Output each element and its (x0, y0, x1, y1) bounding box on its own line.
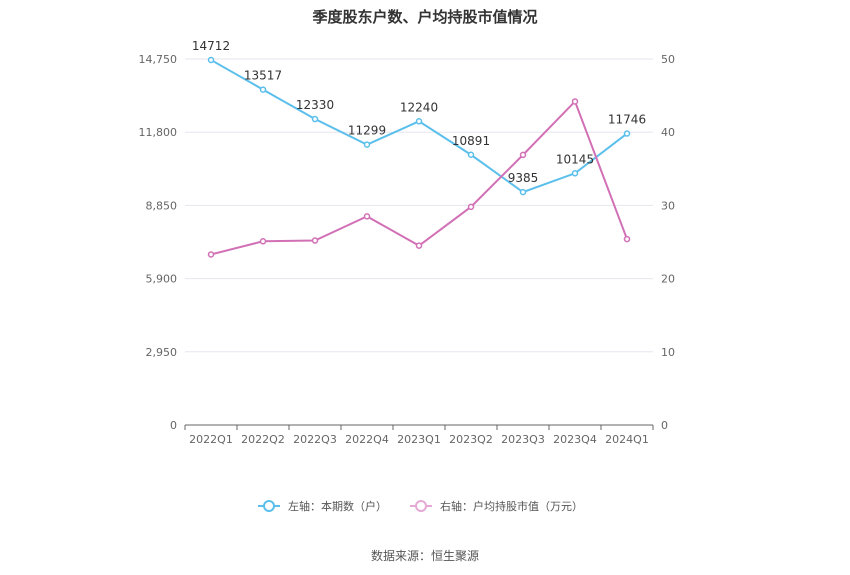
data-label: 13517 (244, 69, 282, 83)
source-note: 数据来源：恒生聚源 (370, 549, 479, 563)
data-label: 10145 (556, 152, 594, 166)
data-point (467, 203, 475, 211)
data-label: 12240 (400, 100, 438, 114)
data-point (363, 141, 371, 148)
x-tick-label: 2024Q1 (605, 433, 649, 446)
x-tick-label: 2023Q3 (501, 433, 545, 446)
data-label: 10891 (452, 134, 490, 148)
data-point (467, 151, 475, 159)
x-tick-label: 2022Q2 (241, 433, 285, 446)
left-tick-label: 8,850 (146, 199, 178, 212)
data-point (415, 118, 423, 125)
data-point (207, 56, 215, 64)
x-tick-label: 2022Q4 (345, 433, 389, 446)
x-tick-label: 2023Q2 (449, 433, 493, 446)
x-tick-label: 2022Q3 (293, 433, 337, 446)
series (207, 56, 631, 258)
data-point (623, 130, 631, 137)
data-point (415, 242, 423, 249)
data-label: 12330 (296, 98, 334, 112)
x-tick-label: 2023Q1 (397, 433, 441, 446)
x-tick-label: 2023Q4 (553, 433, 597, 446)
x-tick-label: 2022Q1 (189, 433, 233, 446)
data-label: 14712 (192, 39, 230, 53)
data-label: 11299 (348, 124, 386, 138)
data-point (311, 115, 319, 123)
data-point (519, 151, 527, 159)
gridlines (185, 58, 653, 353)
data-point (623, 235, 631, 243)
left-tick-label: 14,750 (139, 53, 178, 66)
data-label: 11746 (608, 113, 646, 127)
left-tick-label: 2,950 (146, 346, 178, 359)
legend-marker-1 (263, 500, 275, 512)
data-point (311, 237, 319, 244)
right-tick-label: 10 (661, 346, 675, 359)
left-tick-label: 5,900 (146, 273, 178, 286)
data-point (571, 170, 579, 177)
right-tick-label: 0 (661, 419, 668, 432)
right-tick-label: 20 (661, 273, 675, 286)
legend-label-1: 左轴：本期数（户） (288, 499, 387, 513)
legend: 左轴：本期数（户） 右轴：户均持股市值（万元） (258, 499, 583, 513)
axes: 0 0 2,950 10 5,900 20 8,850 30 11,800 40 14,750 50 2… (139, 53, 676, 446)
legend-label-2: 右轴：户均持股市值（万元） (440, 499, 583, 513)
right-tick-label: 40 (661, 126, 675, 139)
data-point (519, 188, 527, 196)
chart-title: 季度股东户数、户均持股市值情况 (312, 8, 538, 26)
left-tick-label: 11,800 (139, 126, 178, 139)
data-labels: 14712 13517 12330 11299 12240 10891 9385 10145 1… (192, 39, 646, 185)
left-tick-label: 0 (170, 419, 177, 432)
data-point (259, 86, 267, 93)
data-point (259, 238, 267, 245)
right-tick-label: 30 (661, 199, 675, 212)
data-label: 9385 (508, 171, 539, 185)
data-point (571, 98, 579, 105)
data-point (363, 213, 371, 220)
data-point (207, 251, 215, 258)
legend-marker-2 (415, 500, 427, 512)
right-tick-label: 50 (661, 53, 675, 66)
